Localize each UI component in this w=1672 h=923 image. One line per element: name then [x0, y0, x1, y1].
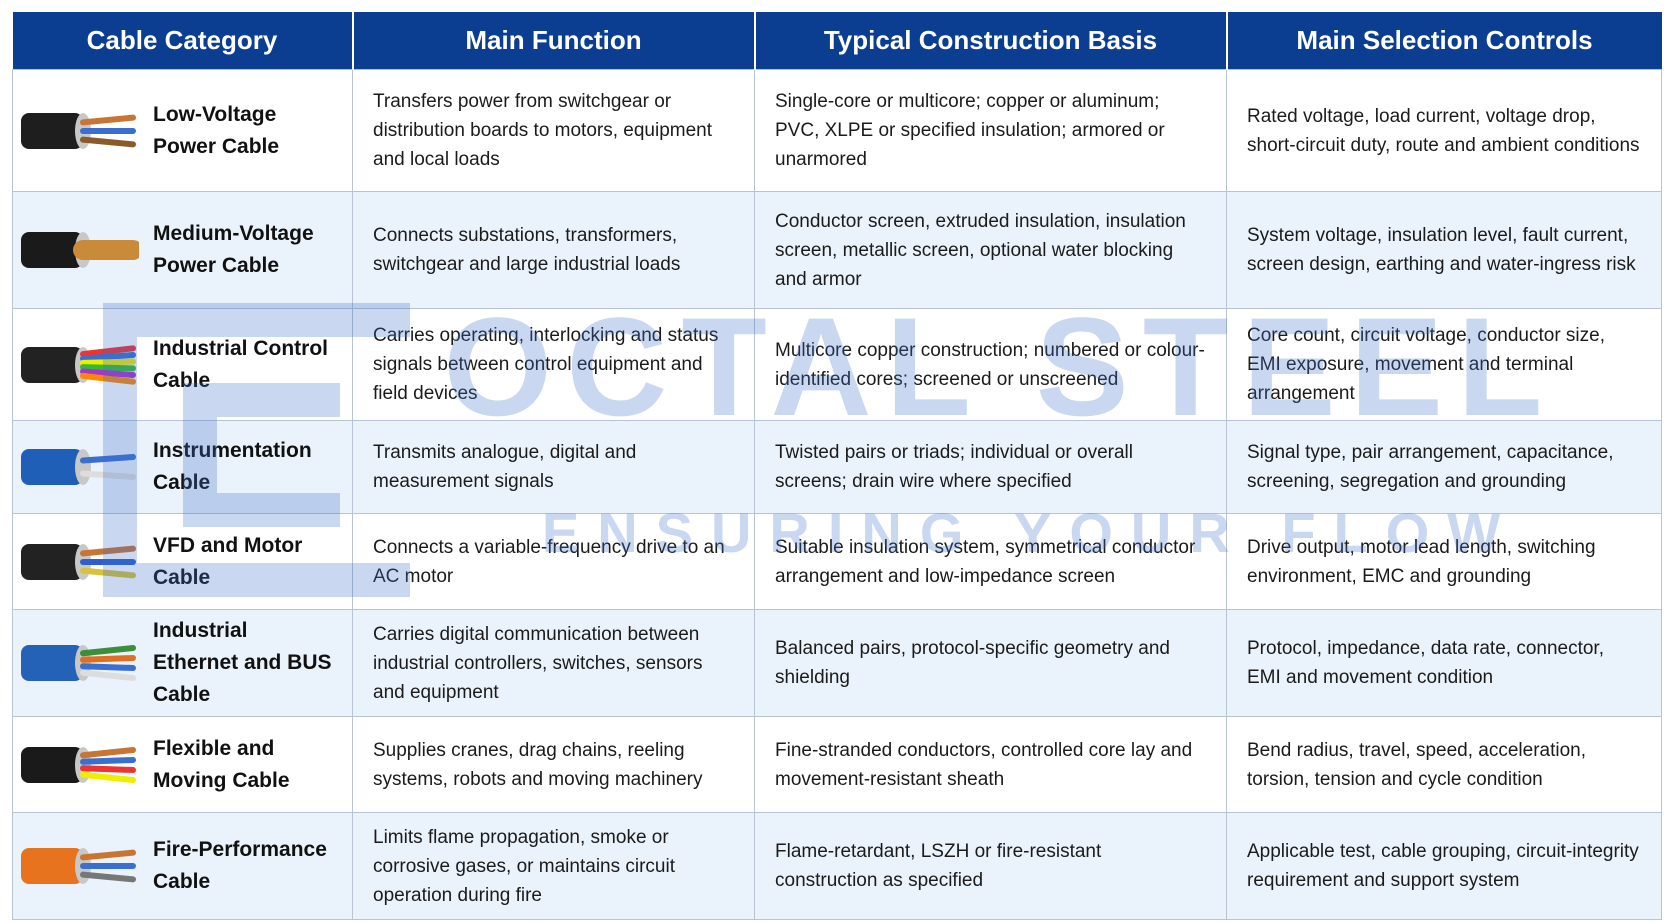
- category-wrap: Instrumentation Cable: [21, 427, 352, 507]
- table-row: Industrial Ethernet and BUS Cable Carries…: [12, 609, 1662, 717]
- selection-cell: Applicable test, cable grouping, circuit…: [1226, 812, 1662, 920]
- category-cell: Industrial Control Cable: [12, 308, 353, 421]
- category-wrap: Flexible and Moving Cable: [21, 725, 352, 805]
- construction-cell: Conductor screen, extruded insulation, i…: [754, 191, 1227, 309]
- construction-cell: Single-core or multicore; copper or alum…: [754, 69, 1227, 192]
- construction-cell: Fine-stranded conductors, controlled cor…: [754, 716, 1227, 813]
- table-row: Industrial Control Cable Carries operatin…: [12, 308, 1662, 421]
- category-wrap: Low-Voltage Power Cable: [21, 91, 352, 171]
- category-name: Industrial Control Cable: [153, 336, 328, 392]
- construction-cell: Twisted pairs or triads; individual or o…: [754, 420, 1227, 514]
- construction-cell: Suitable insulation system, symmetrical …: [754, 513, 1227, 610]
- selection-cell: System voltage, insulation level, fault …: [1226, 191, 1662, 309]
- column-header: Main Function: [351, 12, 755, 70]
- function-cell: Connects substations, transformers, swit…: [352, 191, 755, 309]
- category-cell: Fire-Performance Cable: [12, 812, 353, 920]
- selection-cell: Rated voltage, load current, voltage dro…: [1226, 69, 1662, 192]
- selection-cell: Protocol, impedance, data rate, connecto…: [1226, 609, 1662, 717]
- selection-cell: Drive output, motor lead length, switchi…: [1226, 513, 1662, 610]
- cable-icon: [21, 344, 136, 385]
- cable-icon: [21, 848, 136, 884]
- category-wrap: Industrial Control Cable: [21, 325, 352, 405]
- cable-icon: [21, 645, 136, 681]
- cable-table: Cable Category Main Function Typical Const…: [12, 12, 1662, 920]
- category-cell: Flexible and Moving Cable: [12, 716, 353, 813]
- table-body: Low-Voltage Power Cable Transfers power f…: [12, 69, 1662, 920]
- cable-icon: [21, 112, 136, 149]
- category-cell: Medium-Voltage Power Cable: [12, 191, 353, 309]
- construction-cell: Balanced pairs, protocol-specific geomet…: [754, 609, 1227, 717]
- construction-cell: Flame-retardant, LSZH or fire-resistant …: [754, 812, 1227, 920]
- category-name: Industrial Ethernet and BUS Cable: [153, 619, 332, 706]
- category-name: Low-Voltage Power Cable: [153, 102, 280, 158]
- category-name: Fire-Performance Cable: [153, 838, 327, 893]
- cable-icon: [21, 449, 136, 485]
- function-cell: Supplies cranes, drag chains, reeling sy…: [352, 716, 755, 813]
- function-cell: Carries operating, interlocking and stat…: [352, 308, 755, 421]
- selection-cell: Signal type, pair arrangement, capacitan…: [1226, 420, 1662, 514]
- category-wrap: Medium-Voltage Power Cable: [21, 210, 352, 290]
- selection-cell: Bend radius, travel, speed, acceleration…: [1226, 716, 1662, 813]
- construction-cell: Multicore copper construction; numbered …: [754, 308, 1227, 421]
- function-cell: Transfers power from switchgear or distr…: [352, 69, 755, 192]
- function-cell: Limits flame propagation, smoke or corro…: [352, 812, 755, 920]
- category-name: Medium-Voltage Power Cable: [153, 222, 314, 277]
- table-row: Flexible and Moving Cable Supplies cranes…: [12, 716, 1662, 813]
- category-wrap: VFD and Motor Cable: [21, 522, 352, 602]
- column-header: Typical Construction Basis: [753, 12, 1227, 70]
- category-name: Instrumentation Cable: [153, 439, 312, 494]
- column-header: Cable Category: [12, 12, 353, 70]
- function-cell: Transmits analogue, digital and measurem…: [352, 420, 755, 514]
- category-wrap: Fire-Performance Cable: [21, 826, 352, 906]
- cable-icon: [21, 746, 136, 783]
- table-row: Instrumentation Cable Transmits analogue,…: [12, 420, 1662, 514]
- category-cell: Instrumentation Cable: [12, 420, 353, 514]
- category-cell: Industrial Ethernet and BUS Cable: [12, 609, 353, 717]
- function-cell: Carries digital communication between in…: [352, 609, 755, 717]
- function-cell: Connects a variable-frequency drive to a…: [352, 513, 755, 610]
- cable-icon: [21, 543, 136, 580]
- table-row: VFD and Motor Cable Connects a variable-f…: [12, 513, 1662, 610]
- category-cell: VFD and Motor Cable: [12, 513, 353, 610]
- category-name: Flexible and Moving Cable: [153, 736, 290, 792]
- category-name: VFD and Motor Cable: [153, 533, 303, 589]
- selection-cell: Core count, circuit voltage, conductor s…: [1226, 308, 1662, 421]
- header-row: Cable Category Main Function Typical Const…: [12, 12, 1662, 70]
- column-header: Main Selection Controls: [1225, 12, 1662, 70]
- cable-icon: [21, 232, 139, 268]
- category-cell: Low-Voltage Power Cable: [12, 69, 353, 192]
- category-wrap: Industrial Ethernet and BUS Cable: [21, 615, 352, 711]
- table-row: Medium-Voltage Power Cable Connects subst…: [12, 191, 1662, 309]
- table-row: Low-Voltage Power Cable Transfers power f…: [12, 69, 1662, 192]
- table-row: Fire-Performance Cable Limits flame propa…: [12, 812, 1662, 920]
